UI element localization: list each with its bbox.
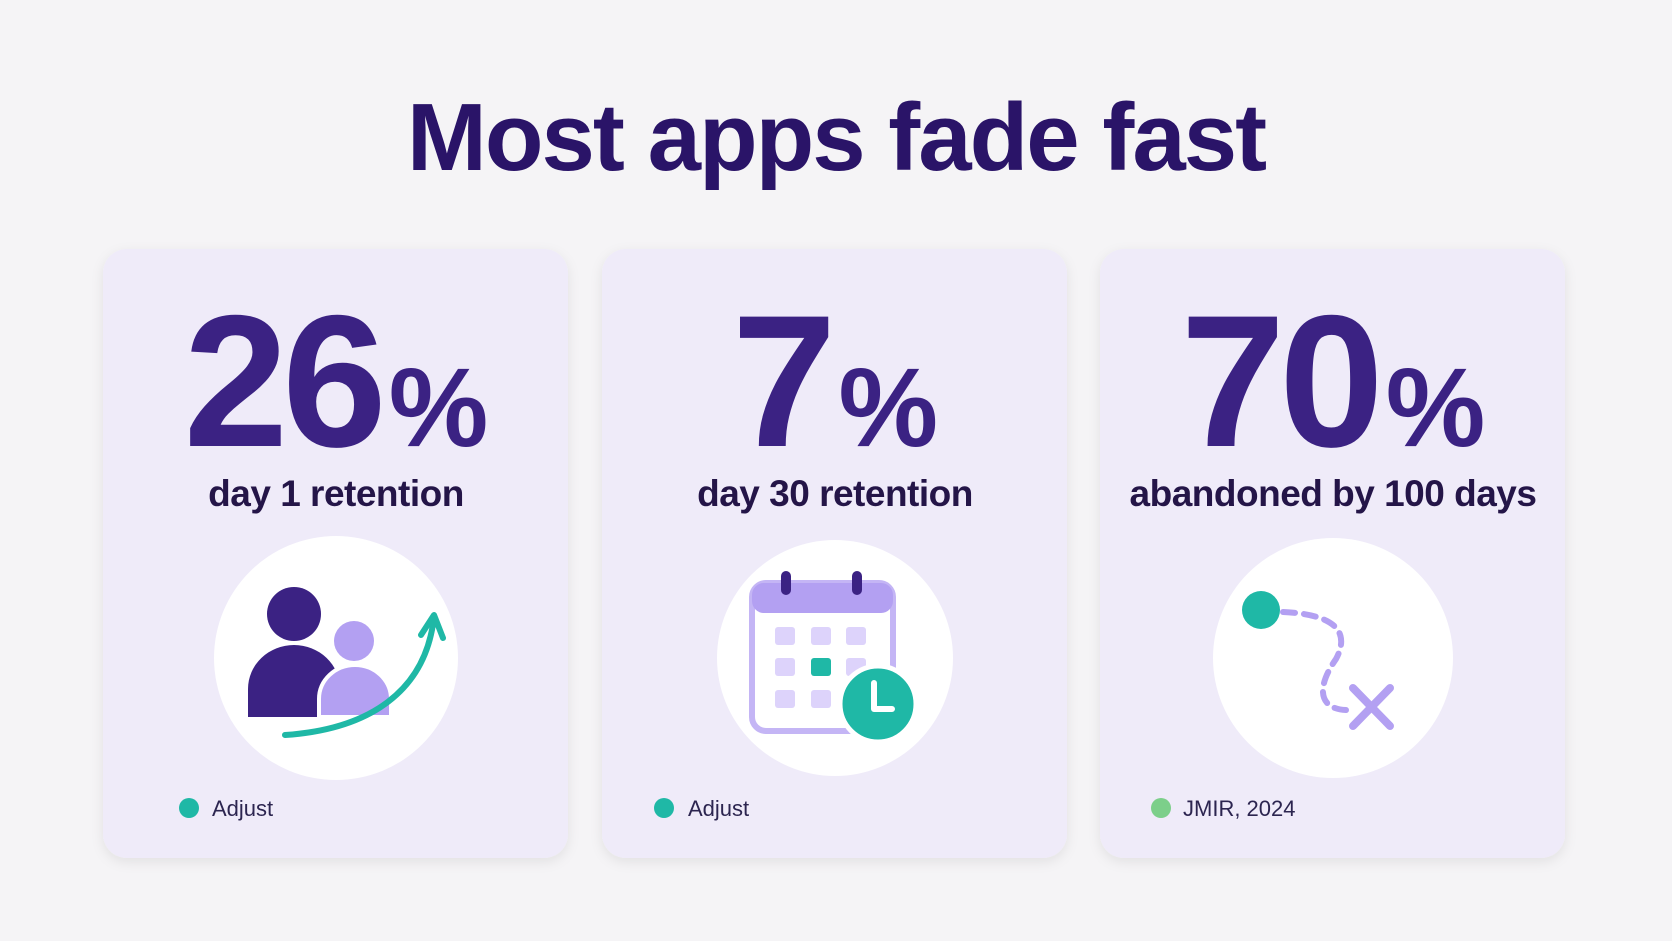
source-dot [654, 798, 674, 818]
stat-number: 70 [1181, 276, 1378, 486]
stat: 70% [1181, 276, 1486, 486]
stat-unit: % [838, 345, 938, 470]
stat-label: day 1 retention [208, 473, 464, 514]
card: 26% day 1 retention Adjust [103, 249, 568, 858]
stat-unit: % [1386, 345, 1486, 470]
title: Most apps fade fast [407, 84, 1266, 191]
source: Adjust [688, 796, 749, 821]
card: 70% abandoned by 100 days JMIR, 2024 [1100, 249, 1565, 858]
path-icon [1242, 591, 1394, 730]
stat-unit: % [389, 345, 489, 470]
icon-circle [1213, 538, 1453, 778]
card: 7% day 30 retention Adjust [602, 249, 1067, 858]
calendar-icon [749, 571, 919, 745]
source: Adjust [212, 796, 273, 821]
source-dot [1151, 798, 1171, 818]
stat-label: abandoned by 100 days [1130, 473, 1537, 514]
source: JMIR, 2024 [1183, 796, 1296, 821]
stat-number: 7 [732, 276, 831, 486]
users-icon [248, 587, 446, 738]
stat-label: day 30 retention [697, 473, 973, 514]
stat: 26% [184, 276, 489, 486]
source-dot [179, 798, 199, 818]
stat: 7% [732, 276, 938, 486]
stat-number: 26 [184, 276, 381, 486]
